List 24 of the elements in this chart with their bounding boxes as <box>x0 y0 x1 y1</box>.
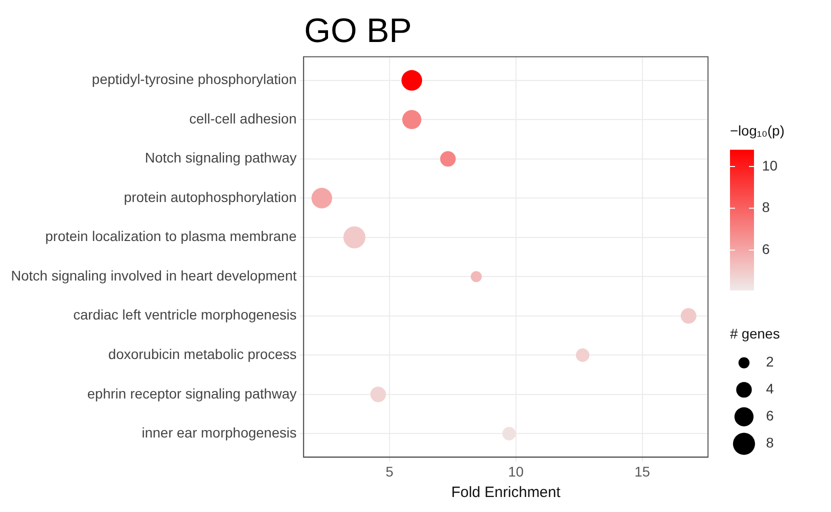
color-bar-label: 10 <box>762 157 778 174</box>
y-tick-label: protein autophosphorylation <box>124 188 297 205</box>
y-tick-label: Notch signaling pathway <box>144 150 297 166</box>
y-tick-label: doxorubicin metabolic process <box>108 346 297 362</box>
legend-label: 6 <box>766 408 774 424</box>
x-axis-title: Fold Enrichment <box>451 484 562 502</box>
y-tick-label: ephrin receptor signaling pathway <box>87 385 297 402</box>
y-tick-label: peptidyl-tyrosine phosphorylation <box>92 71 297 88</box>
x-tick-label: 5 <box>386 463 394 480</box>
color-bar-label: 6 <box>762 240 770 257</box>
y-tick-label: cardiac left ventricle morphogenesis <box>73 306 297 323</box>
legend-label: 8 <box>766 434 774 451</box>
x-tick-label: 15 <box>634 463 650 480</box>
y-tick-label: Notch signaling involved in heart development <box>10 267 297 284</box>
legend-label: 4 <box>766 380 774 397</box>
y-tick-label: protein localization to plasma membrane <box>45 228 297 244</box>
color-bar-title: −log₁₀(p) <box>730 122 785 139</box>
legend-title: # genes <box>730 326 780 342</box>
x-tick-label: 10 <box>508 463 524 480</box>
chart-title: GO BP <box>304 12 412 50</box>
y-tick-label: inner ear morphogenesis <box>142 424 297 441</box>
legend-label: 2 <box>766 354 774 370</box>
y-tick-label: cell-cell adhesion <box>189 110 297 126</box>
color-bar-label: 8 <box>762 199 770 216</box>
